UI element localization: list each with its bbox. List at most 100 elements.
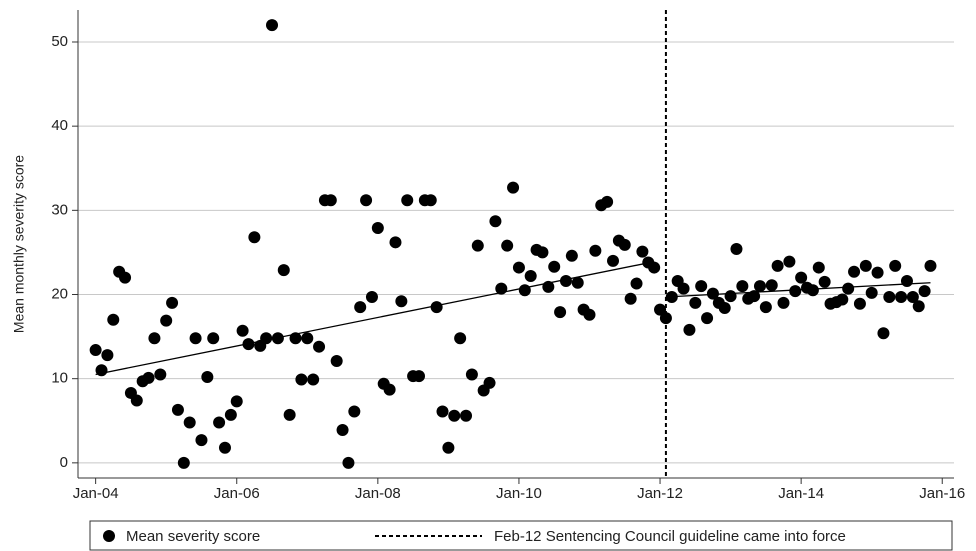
point: [365, 291, 378, 304]
point: [471, 239, 484, 252]
point: [189, 332, 202, 345]
point: [330, 355, 343, 367]
x-tick-label: Jan-06: [214, 485, 260, 502]
point: [295, 373, 308, 386]
point: [836, 293, 849, 306]
point: [806, 284, 819, 297]
point: [95, 364, 108, 377]
point: [171, 403, 184, 416]
point: [307, 373, 320, 386]
point: [718, 301, 731, 314]
point: [601, 195, 614, 208]
point: [107, 313, 120, 326]
point: [436, 405, 449, 418]
point: [753, 280, 766, 293]
point: [130, 394, 143, 407]
point: [119, 271, 132, 284]
point: [412, 370, 425, 383]
y-axis-label: Mean monthly severity score: [11, 155, 27, 333]
point: [589, 244, 602, 257]
y-tick-label: 10: [51, 370, 68, 387]
point: [900, 275, 913, 288]
point: [324, 194, 337, 207]
point: [795, 271, 808, 284]
point: [771, 259, 784, 272]
point: [559, 275, 572, 288]
point: [701, 312, 714, 325]
point: [659, 312, 672, 325]
point: [395, 295, 408, 308]
point: [624, 292, 637, 305]
point: [336, 424, 349, 437]
point: [518, 284, 531, 297]
point: [154, 368, 167, 381]
point: [242, 338, 255, 351]
point: [301, 332, 314, 345]
point: [748, 290, 761, 303]
point: [289, 332, 302, 345]
point: [536, 246, 549, 259]
point: [495, 282, 508, 295]
point: [706, 287, 719, 300]
legend-label: Feb-12 Sentencing Council guideline came…: [494, 528, 846, 545]
x-tick-label: Jan-12: [637, 485, 683, 502]
point: [401, 194, 414, 207]
point: [512, 261, 525, 274]
point: [853, 297, 866, 310]
point: [759, 301, 772, 314]
y-tick-label: 50: [51, 33, 68, 50]
y-tick-label: 0: [60, 454, 68, 471]
point: [724, 290, 737, 303]
point: [730, 243, 743, 256]
point: [248, 231, 261, 244]
point: [260, 332, 273, 345]
point: [266, 19, 279, 32]
point: [918, 285, 931, 298]
point: [271, 332, 284, 345]
point: [924, 259, 937, 272]
point: [166, 296, 179, 309]
point: [195, 434, 208, 447]
point: [607, 254, 620, 267]
point: [906, 291, 919, 304]
point: [677, 282, 690, 295]
point: [354, 301, 367, 314]
legend-marker: [103, 530, 115, 542]
point: [583, 308, 596, 321]
point: [177, 456, 190, 469]
point: [283, 408, 296, 421]
point: [348, 405, 361, 418]
point: [389, 236, 402, 249]
point: [201, 370, 214, 383]
point: [877, 327, 890, 340]
y-tick-label: 30: [51, 201, 68, 218]
point: [783, 255, 796, 268]
x-tick-label: Jan-04: [73, 485, 119, 502]
point: [342, 456, 355, 469]
point: [565, 249, 578, 262]
point: [665, 291, 678, 304]
point: [148, 332, 161, 345]
point: [548, 260, 561, 273]
point: [912, 300, 925, 313]
point: [689, 296, 702, 309]
point: [207, 332, 220, 345]
point: [442, 441, 455, 454]
y-tick-label: 40: [51, 117, 68, 134]
point: [183, 416, 196, 429]
point: [571, 276, 584, 289]
point: [460, 409, 473, 422]
x-tick-label: Jan-10: [496, 485, 542, 502]
point: [524, 269, 537, 282]
point: [859, 259, 872, 272]
point: [448, 409, 461, 422]
point: [483, 376, 496, 389]
point: [865, 286, 878, 299]
point: [430, 301, 443, 314]
point: [789, 285, 802, 298]
point: [636, 245, 649, 258]
point: [424, 194, 437, 207]
point: [383, 383, 396, 396]
